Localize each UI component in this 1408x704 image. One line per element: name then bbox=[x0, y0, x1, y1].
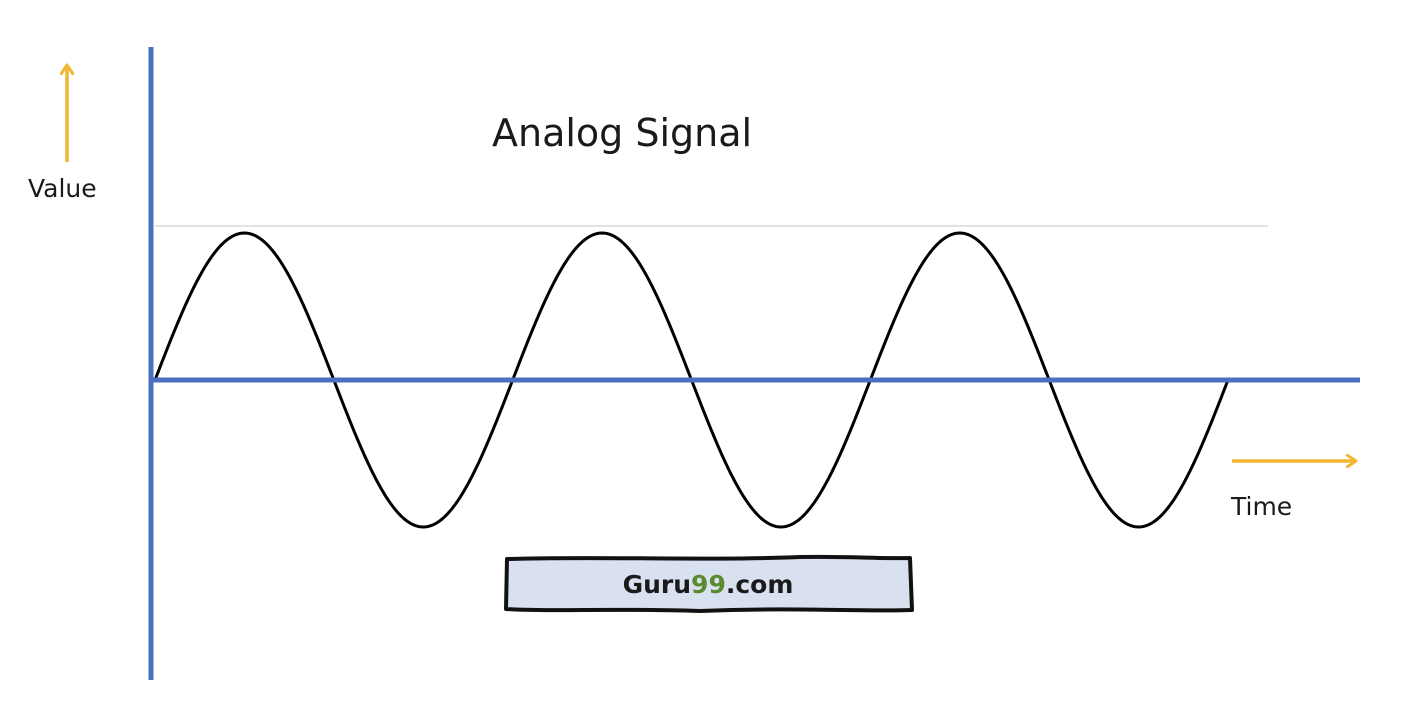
x-axis-label: Time bbox=[1230, 492, 1292, 521]
diagram-title: Analog Signal bbox=[492, 111, 752, 155]
logo-text-prefix: Guru bbox=[623, 570, 691, 599]
logo-text-suffix: .com bbox=[726, 570, 794, 599]
y-axis-label: Value bbox=[28, 174, 97, 203]
logo-text: Guru99.com bbox=[623, 570, 794, 599]
logo-text-highlight: 99 bbox=[691, 570, 726, 599]
guru99-logo-badge: Guru99.com bbox=[504, 554, 914, 613]
